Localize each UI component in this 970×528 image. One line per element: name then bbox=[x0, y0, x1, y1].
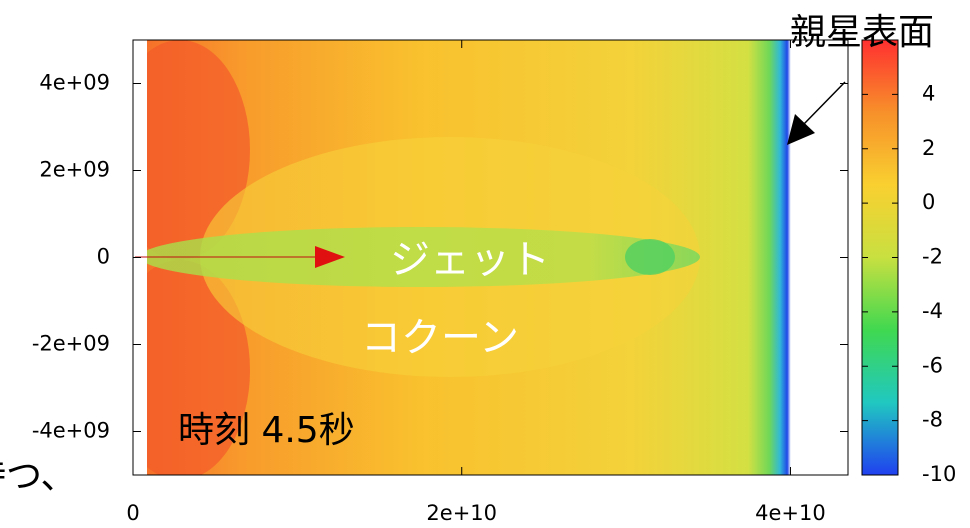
x-tick-label: 0 bbox=[126, 501, 139, 525]
left-fragment: 待つ、 bbox=[0, 456, 77, 497]
page: {"chart_data": { "type": "heatmap", "xli… bbox=[0, 0, 970, 528]
jet-label: ジェット bbox=[390, 237, 550, 283]
chart: 親星表面 ジェット コクーン 時刻 4.5秒 待つ、 4e+09 2e+09 0 -2… bbox=[0, 0, 970, 528]
colorbar-tick-label: -6 bbox=[922, 353, 943, 377]
colorbar-tick-label: -4 bbox=[922, 299, 943, 323]
colorbar-tick-label: -2 bbox=[922, 245, 943, 269]
colorbar-tick-label: 2 bbox=[922, 136, 935, 160]
y-tick-label: 2e+09 bbox=[39, 158, 110, 182]
jet-head bbox=[625, 239, 675, 275]
y-tick-label: -2e+09 bbox=[32, 332, 110, 356]
y-tick-label: 4e+09 bbox=[39, 71, 110, 95]
x-tick-label: 4e+10 bbox=[755, 501, 826, 525]
colorbar-tick-label: 4 bbox=[922, 81, 935, 105]
x-tick-label: 2e+10 bbox=[426, 501, 497, 525]
cocoon-label: コクーン bbox=[361, 315, 519, 361]
time-label: 時刻 4.5秒 bbox=[178, 410, 355, 451]
star-surface-label: 親星表面 bbox=[790, 12, 934, 53]
y-tick-label: 0 bbox=[97, 245, 110, 269]
colorbar-tick-label: 0 bbox=[922, 190, 935, 214]
y-tick-label: -4e+09 bbox=[32, 419, 110, 443]
colorbar-tick-label: -8 bbox=[922, 408, 943, 432]
colorbar-tick-label: -10 bbox=[922, 462, 956, 486]
